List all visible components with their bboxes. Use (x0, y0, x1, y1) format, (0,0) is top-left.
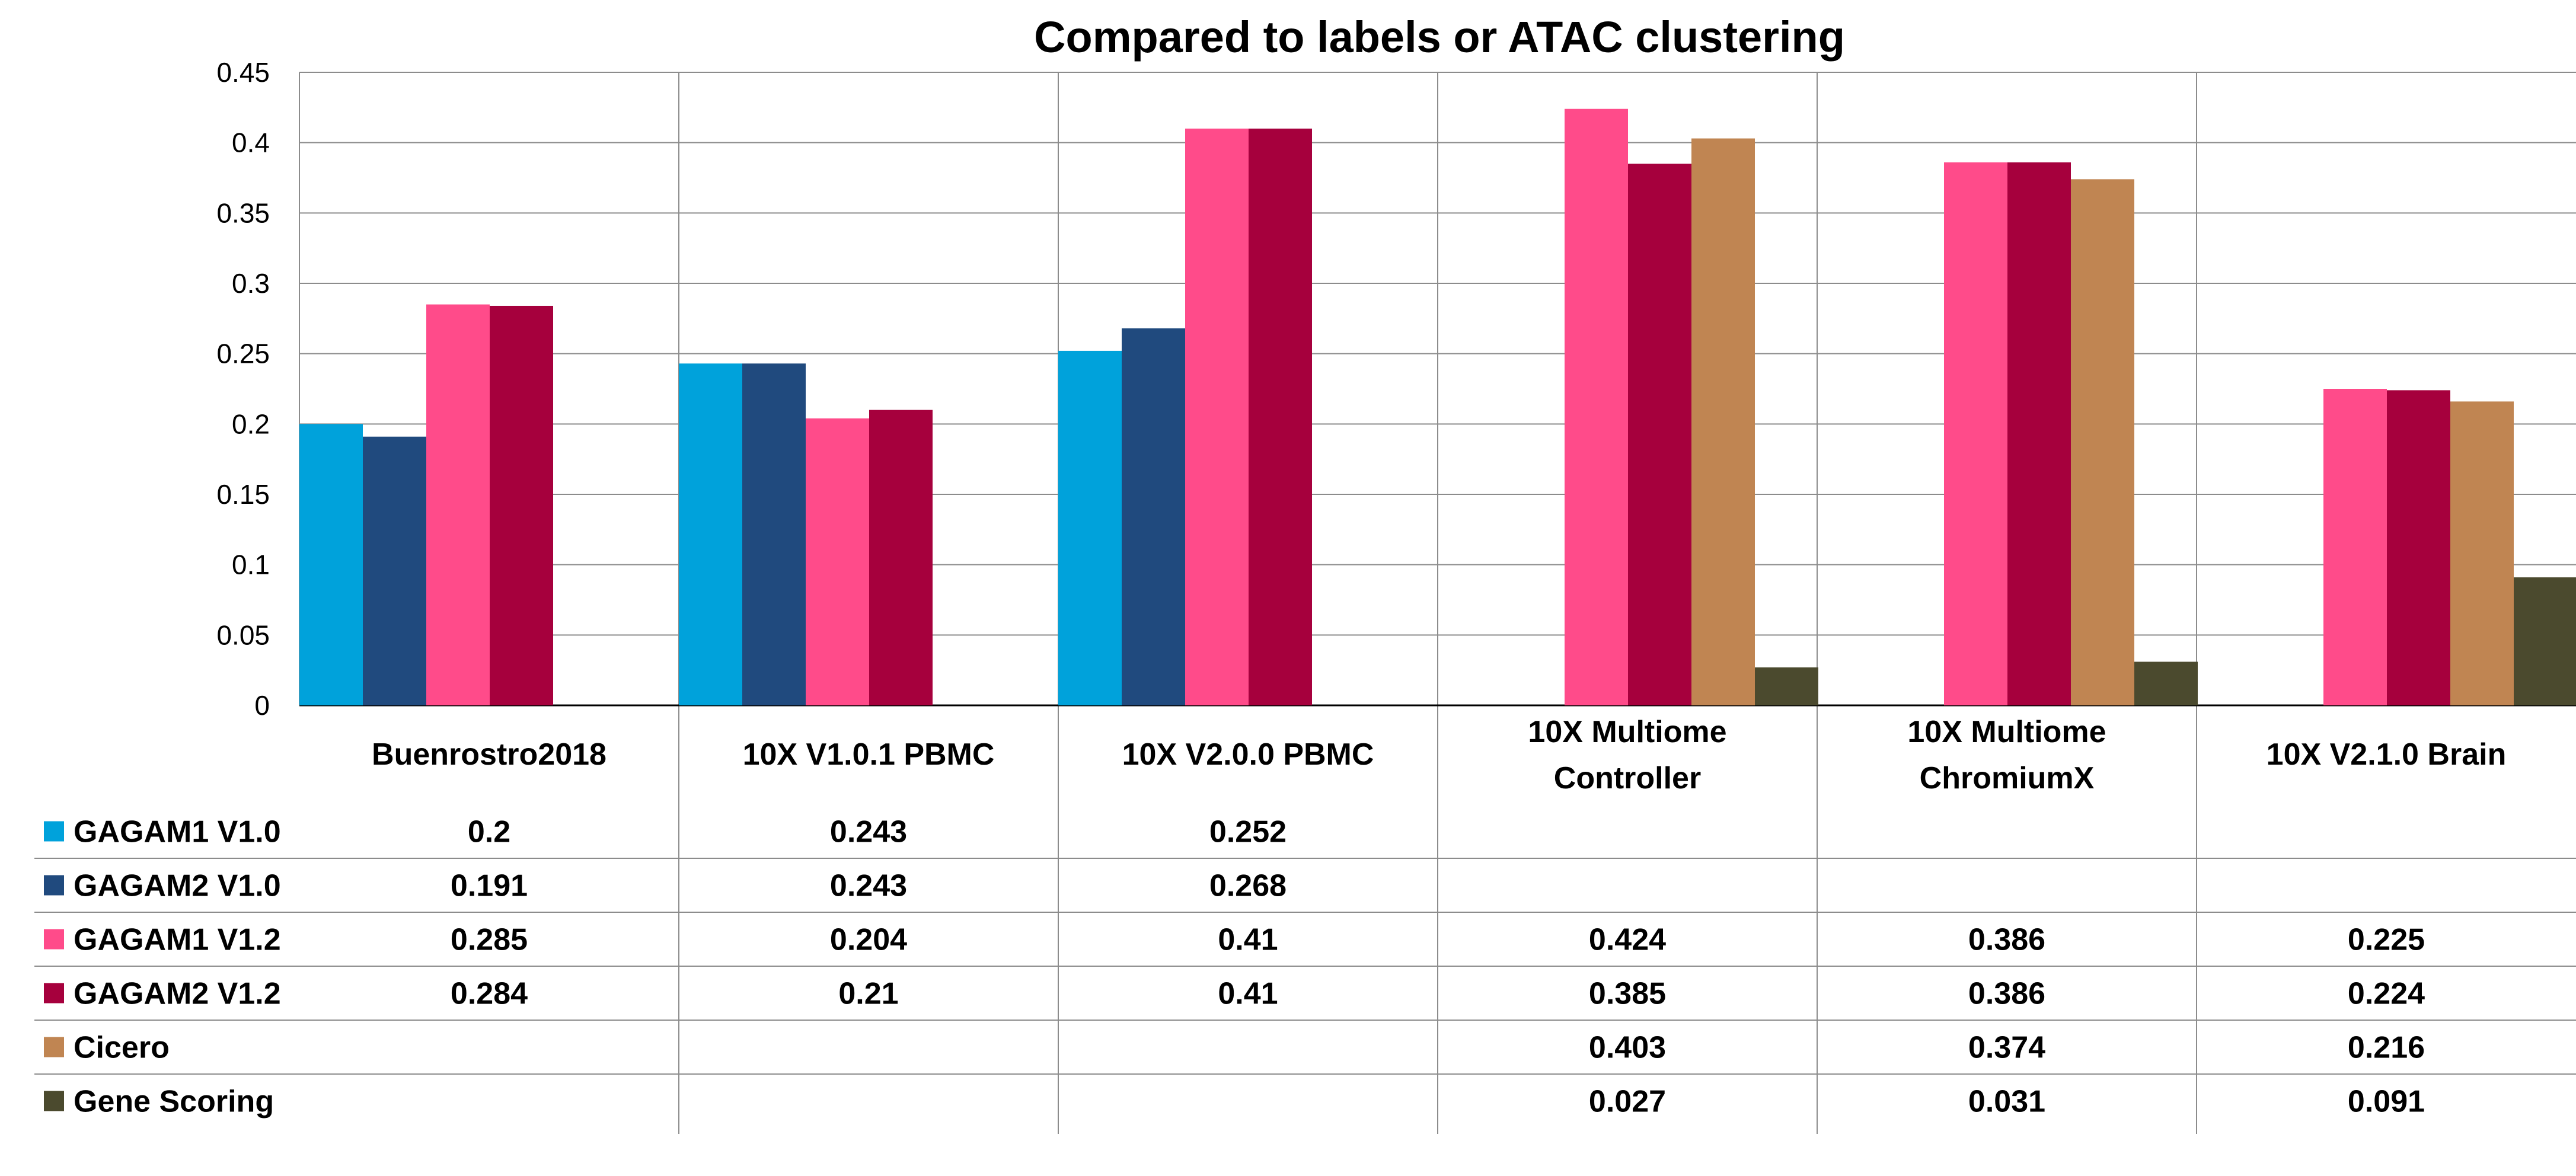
bar (2514, 577, 2576, 705)
y-tick-label: 0.35 (216, 197, 270, 228)
y-tick-label: 0.2 (232, 408, 270, 439)
bar (2387, 390, 2450, 705)
legend-label: GAGAM1 V1.0 (74, 815, 281, 849)
legend-swatch (44, 875, 64, 896)
category-label: 10X V2.0.0 PBMC (1122, 737, 1374, 772)
table-cell-value: 0.386 (1968, 977, 2045, 1011)
y-tick-label: 0.25 (216, 338, 270, 369)
bar (1058, 350, 1122, 705)
table-cell-value: 0.252 (1209, 815, 1287, 849)
gridlines (299, 72, 2576, 1134)
bar (742, 363, 806, 705)
table-cell-value: 0.374 (1968, 1031, 2045, 1065)
y-tick-label: 0.1 (232, 549, 270, 580)
bar (679, 363, 742, 705)
table-cell-value: 0.031 (1968, 1085, 2045, 1119)
table-cell-value: 0.224 (2348, 977, 2425, 1011)
bar (426, 304, 490, 705)
table-cell-value: 0.191 (451, 869, 528, 903)
table-cell-value: 0.2 (468, 815, 510, 849)
y-tick-label: 0.15 (216, 479, 270, 510)
table-cell-value: 0.41 (1218, 923, 1278, 957)
bar (806, 418, 869, 705)
legend-label: GAGAM1 V1.2 (74, 923, 281, 957)
legend-label: Cicero (74, 1031, 170, 1065)
table-cell-value: 0.091 (2348, 1085, 2425, 1119)
table-cell-value: 0.243 (830, 815, 907, 849)
table-cell-value: 0.285 (451, 923, 528, 957)
chart-title: Compared to labels or ATAC clustering (1034, 12, 1845, 62)
bar (2134, 662, 2198, 705)
bar (1122, 328, 1185, 705)
table-cell-value: 0.21 (838, 977, 898, 1011)
table-cell-value: 0.027 (1589, 1085, 1666, 1119)
table-cell-value: 0.225 (2348, 923, 2425, 957)
bar (869, 410, 933, 705)
category-label: 10X V1.0.1 PBMC (743, 737, 995, 772)
y-tick-label: 0.4 (232, 127, 270, 158)
bar (1628, 164, 1691, 705)
legend-swatch (44, 1037, 64, 1057)
bar (1944, 162, 2007, 706)
category-label: 10X Multiome Controller (1528, 715, 1726, 795)
legend-swatch (44, 1091, 64, 1111)
table-cell-value: 0.204 (830, 923, 907, 957)
bar (1755, 667, 1818, 705)
table-cell-value: 0.216 (2348, 1031, 2425, 1065)
bar (1691, 138, 1755, 706)
data-table: Buenrostro2018 10X V1.0.1 PBMC 10X V2.0.0 … (34, 715, 2576, 1119)
table-cell-value: 0.424 (1589, 923, 1666, 957)
bar (490, 305, 553, 705)
y-tick-label: 0.3 (232, 268, 270, 299)
bar (2071, 179, 2134, 706)
category-label: 10X Multiome ChromiumX (1907, 715, 2106, 795)
category-label: 10X V2.1.0 Brain (2267, 737, 2507, 772)
bar (2007, 162, 2071, 706)
table-cell-value: 0.386 (1968, 923, 2045, 957)
category-label: Buenrostro2018 (372, 737, 607, 772)
y-tick-label: 0.45 (216, 57, 270, 88)
bar (363, 436, 426, 705)
bar (1249, 128, 1312, 705)
bar (299, 424, 363, 705)
table-cell-value: 0.403 (1589, 1031, 1666, 1065)
legend-swatch (44, 929, 64, 950)
y-tick-label: 0 (254, 690, 270, 721)
bar (2323, 389, 2387, 705)
table-cell-value: 0.268 (1209, 869, 1287, 903)
legend-label: GAGAM2 V1.0 (74, 869, 281, 903)
legend-label: Gene Scoring (74, 1085, 274, 1119)
legend-label: GAGAM2 V1.2 (74, 977, 281, 1011)
table-cell-value: 0.243 (830, 869, 907, 903)
table-cell-value: 0.284 (451, 977, 528, 1011)
bar (1185, 128, 1249, 705)
y-tick-label: 0.05 (216, 619, 270, 650)
table-cell-value: 0.41 (1218, 977, 1278, 1011)
y-axis-ticks: 0 0.05 0.1 0.15 0.2 0.25 0.3 0.35 0.4 0.45 (216, 57, 270, 721)
bar-group (299, 108, 2576, 706)
legend-swatch (44, 821, 64, 842)
legend-swatch (44, 983, 64, 1004)
table-cell-value: 0.385 (1589, 977, 1666, 1011)
bar (1565, 108, 1628, 705)
bar (2450, 401, 2514, 705)
